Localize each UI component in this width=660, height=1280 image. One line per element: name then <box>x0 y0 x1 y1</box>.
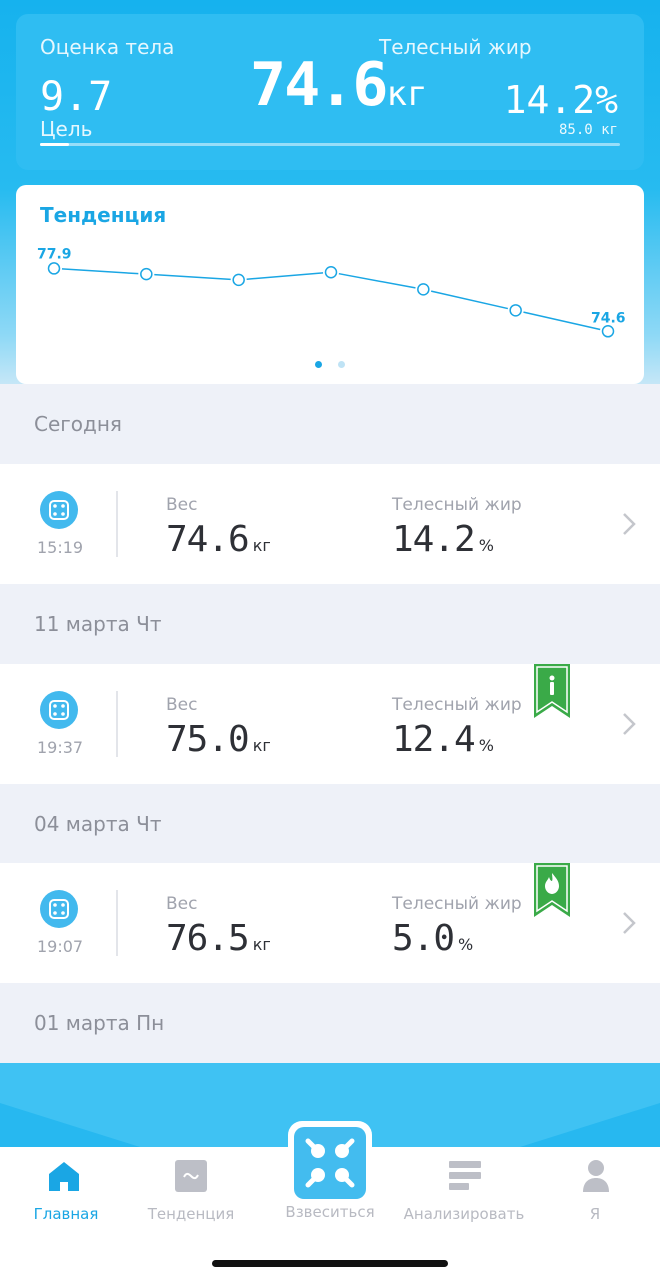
body-fat-unit: % <box>478 536 494 555</box>
analyze-icon <box>449 1161 481 1190</box>
date-header-label: Сегодня <box>34 412 122 436</box>
measurement-row[interactable]: 15:19 Вес 74.6 кг Телесный жир 14.2% <box>0 464 660 584</box>
body-fat-value: 14.2% <box>503 78 618 122</box>
body-fat-number: 5.0 <box>392 918 455 959</box>
chevron-right-icon[interactable] <box>621 911 637 935</box>
weight-number: 74.6 <box>166 519 250 560</box>
current-weight: 74.6кг <box>250 50 427 120</box>
tab-label: Анализировать <box>403 1205 525 1223</box>
measurement-time: 15:19 <box>37 538 84 557</box>
date-header: 01 марта Пн <box>0 983 660 1063</box>
chevron-right-icon[interactable] <box>621 512 637 536</box>
divider <box>116 890 118 956</box>
scale-icon <box>40 890 78 928</box>
measurement-row[interactable]: 19:07 Вес 76.5 кг Телесный жир 5.0% <box>0 863 660 983</box>
body-fat-value: 14.2% <box>392 519 494 560</box>
summary-card[interactable]: Оценка тела 9.7 74.6кг Телесный жир 14.2… <box>16 14 644 170</box>
date-header: 11 марта Чт <box>0 584 660 664</box>
trend-line-segment <box>246 272 324 280</box>
weight-label: Вес <box>166 894 198 914</box>
page-indicator-inactive[interactable] <box>338 361 345 368</box>
home-icon <box>49 1162 79 1191</box>
weight-unit: кг <box>252 736 271 755</box>
trend-point <box>601 325 615 338</box>
body-fat-label: Телесный жир <box>379 35 532 59</box>
body-fat-label: Телесный жир <box>392 695 522 715</box>
date-header: 04 марта Чт <box>0 784 660 864</box>
tab-label: Главная <box>33 1205 99 1223</box>
tab-analyze[interactable]: Анализировать <box>398 1147 530 1237</box>
trend-line-segment <box>154 273 231 281</box>
current-weight-unit: кг <box>386 74 428 114</box>
tab-label: Я <box>589 1205 601 1223</box>
scale-icon <box>40 491 78 529</box>
weight-unit: кг <box>252 536 271 555</box>
body-fat-label: Телесный жир <box>392 495 522 515</box>
measurement-row[interactable]: 19:37 Вес 75.0 кг Телесный жир 12.4% <box>0 664 660 784</box>
trend-point <box>47 262 61 275</box>
body-fat-number: 14.2 <box>392 519 476 560</box>
date-header-label: 11 марта Чт <box>34 612 162 636</box>
flame-icon[interactable] <box>534 863 570 917</box>
body-fat-label: Телесный жир <box>392 894 522 914</box>
body-fat-number: 12.4 <box>392 719 476 760</box>
weight-label: Вес <box>166 695 198 715</box>
tab-home[interactable]: Главная <box>0 1147 132 1237</box>
weight-label: Вес <box>166 495 198 515</box>
body-fat-value: 12.4% <box>392 719 494 760</box>
trend-title: Тенденция <box>40 203 167 227</box>
home-indicator[interactable] <box>212 1260 448 1267</box>
trend-icon <box>175 1160 207 1192</box>
body-score-value: 9.7 <box>40 74 113 120</box>
trend-card[interactable]: Тенденция 77.9 74.6 <box>16 185 644 384</box>
profile-icon <box>583 1160 609 1192</box>
page-indicator-active[interactable] <box>315 361 322 368</box>
goal-progress-bar <box>40 143 620 146</box>
date-header-label: 04 марта Чт <box>34 812 162 836</box>
weight-value: 74.6 кг <box>166 519 271 560</box>
body-fat-unit: % <box>478 736 494 755</box>
tab-trend[interactable]: Тенденция <box>125 1147 257 1237</box>
body-score-label: Оценка тела <box>40 35 175 59</box>
trend-point <box>324 265 338 279</box>
tab-label: Тенденция <box>147 1205 235 1223</box>
current-weight-value: 74.6 <box>250 50 388 120</box>
weight-unit: кг <box>252 935 271 954</box>
weigh-button-label: Взвеситься <box>285 1203 375 1221</box>
goal-label: Цель <box>40 117 93 141</box>
trend-point <box>232 273 245 287</box>
trend-line-segment <box>430 290 509 310</box>
measurement-time: 19:37 <box>37 738 84 757</box>
weight-number: 76.5 <box>166 918 250 959</box>
trend-line-segment <box>61 268 139 275</box>
trend-first-label: 77.9 <box>37 246 72 262</box>
body-fat-unit: % <box>458 935 474 954</box>
person-icon[interactable] <box>534 664 570 718</box>
bottom-decoration <box>0 1063 660 1153</box>
trend-point <box>140 267 153 281</box>
measurement-time: 19:07 <box>37 937 84 956</box>
divider <box>116 491 118 557</box>
tab-profile[interactable]: Я <box>529 1147 660 1237</box>
trend-point <box>509 304 522 317</box>
weight-value: 75.0 кг <box>166 719 271 760</box>
weight-value: 76.5 кг <box>166 918 271 959</box>
weight-number: 75.0 <box>166 719 250 760</box>
goal-value: 85.0 кг <box>558 122 618 138</box>
trend-last-label: 74.6 <box>591 310 626 326</box>
scale-icon <box>294 1127 366 1199</box>
body-fat-value: 5.0% <box>392 918 473 959</box>
date-header: Сегодня <box>0 384 660 464</box>
weigh-button[interactable] <box>288 1121 372 1205</box>
trend-line-segment <box>338 272 416 289</box>
trend-line-segment <box>523 311 601 331</box>
scale-icon <box>40 691 78 729</box>
trend-chart: 77.9 74.6 <box>37 246 626 338</box>
chevron-right-icon[interactable] <box>621 712 637 736</box>
trend-point <box>417 283 430 296</box>
divider <box>116 691 118 757</box>
date-header-label: 01 марта Пн <box>34 1011 165 1035</box>
goal-progress-fill <box>40 143 69 146</box>
